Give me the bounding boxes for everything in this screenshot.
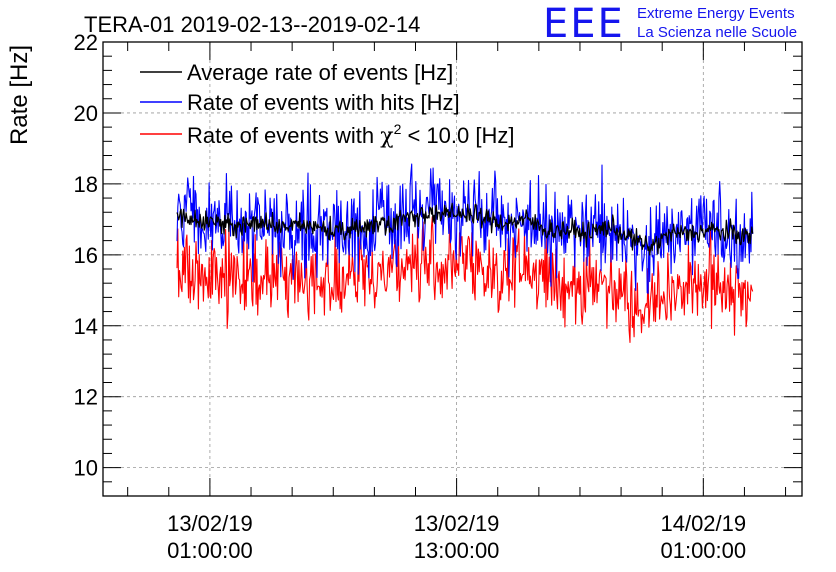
x-tick-time: 01:00:00 <box>660 538 746 563</box>
y-tick-label: 12 <box>74 385 98 410</box>
y-tick-label: 10 <box>74 456 98 481</box>
chart-title: TERA-01 2019-02-13--2019-02-14 <box>84 12 420 37</box>
legend-label-1: Rate of events with hits [Hz] <box>187 90 460 115</box>
x-tick-date: 14/02/19 <box>660 511 746 536</box>
y-tick-label: 18 <box>74 172 98 197</box>
y-tick-label: 16 <box>74 243 98 268</box>
y-tick-label: 14 <box>74 314 98 339</box>
logo-line-2: La Scienza nelle Scuole <box>637 24 798 41</box>
legend: Average rate of events [Hz] Rate of event… <box>140 60 514 149</box>
y-tick-label: 20 <box>74 101 98 126</box>
axis-labels: 1012141618202213/02/1901:00:0013/02/1913… <box>74 30 747 563</box>
series-line-1 <box>176 163 754 294</box>
eee-logo: EEE <box>543 1 625 47</box>
legend-label-2: Rate of events with χ2 < 10.0 [Hz] <box>187 121 514 149</box>
axis-ticks <box>103 41 802 496</box>
x-tick-time: 13:00:00 <box>414 538 500 563</box>
y-axis-label: Rate [Hz] <box>6 45 33 145</box>
series-line-2 <box>176 216 754 343</box>
x-tick-date: 13/02/19 <box>414 511 500 536</box>
x-tick-date: 13/02/19 <box>167 511 253 536</box>
x-tick-time: 01:00:00 <box>167 538 253 563</box>
legend-label-0: Average rate of events [Hz] <box>187 60 453 85</box>
series-line-0 <box>176 202 754 256</box>
grid <box>103 42 802 496</box>
series-layer <box>176 163 754 343</box>
logo-line-1: Extreme Energy Events <box>637 5 795 22</box>
y-tick-label: 22 <box>74 30 98 55</box>
